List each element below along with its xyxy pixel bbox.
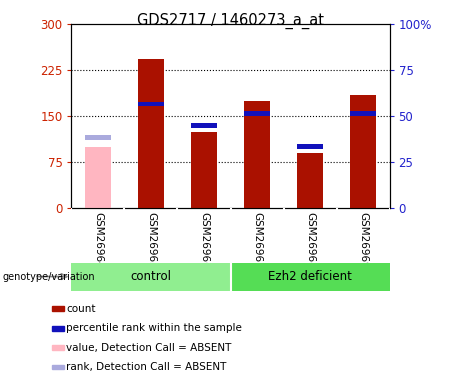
Bar <box>191 132 217 208</box>
Bar <box>85 147 111 208</box>
Text: GSM26965: GSM26965 <box>146 212 156 269</box>
Bar <box>244 111 270 116</box>
Bar <box>85 135 111 140</box>
Text: GSM26964: GSM26964 <box>93 212 103 269</box>
Bar <box>138 59 164 208</box>
Text: count: count <box>66 304 95 314</box>
Bar <box>230 262 390 291</box>
Bar <box>297 144 323 149</box>
Text: GSM26968: GSM26968 <box>305 212 315 269</box>
Text: GSM26969: GSM26969 <box>358 212 368 269</box>
Bar <box>350 95 376 208</box>
Text: rank, Detection Call = ABSENT: rank, Detection Call = ABSENT <box>66 362 226 372</box>
Text: Ezh2 deficient: Ezh2 deficient <box>268 270 352 283</box>
Bar <box>71 262 230 291</box>
Text: GSM26966: GSM26966 <box>199 212 209 269</box>
Bar <box>191 123 217 128</box>
Bar <box>52 326 64 331</box>
Bar <box>52 306 64 311</box>
Text: percentile rank within the sample: percentile rank within the sample <box>66 323 242 333</box>
Bar <box>297 153 323 208</box>
Text: genotype/variation: genotype/variation <box>2 272 95 282</box>
Text: GDS2717 / 1460273_a_at: GDS2717 / 1460273_a_at <box>137 13 324 29</box>
Bar <box>244 101 270 208</box>
Text: value, Detection Call = ABSENT: value, Detection Call = ABSENT <box>66 343 231 352</box>
Bar <box>138 102 164 106</box>
Text: control: control <box>130 270 171 283</box>
Bar <box>52 364 64 369</box>
Bar <box>52 345 64 350</box>
Text: GSM26967: GSM26967 <box>252 212 262 269</box>
Bar <box>350 111 376 116</box>
